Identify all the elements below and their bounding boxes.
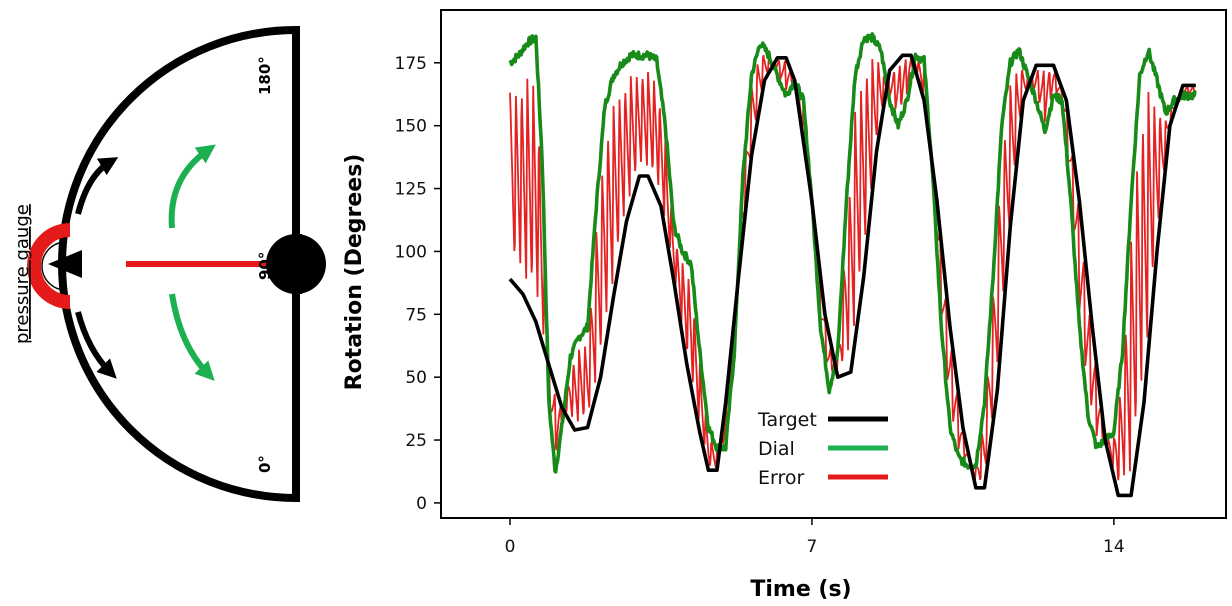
legend: Target Dial Error	[757, 409, 888, 489]
gauge-label-180: 180°	[256, 56, 274, 95]
y-tick-label: 50	[405, 368, 427, 388]
legend-label-dial: Dial	[758, 438, 795, 460]
gauge-outline	[58, 25, 300, 503]
y-tick-label: 175	[395, 54, 427, 74]
y-axis-title: Rotation (Degrees)	[342, 154, 367, 391]
y-tick-label: 75	[405, 305, 427, 325]
y-tick-label: 100	[395, 242, 427, 262]
series-line-target	[508, 53, 1196, 498]
y-tick-label: 0	[416, 494, 427, 514]
arrow-down-black-icon	[75, 311, 117, 379]
pressure-gauge-illustration: 180° 90° 0° pressure gauge	[12, 25, 326, 503]
gauge-label-90: 90°	[256, 252, 274, 280]
x-tick-label: 0	[505, 537, 516, 557]
x-tick-label: 14	[1103, 537, 1125, 557]
x-axis-title: Time (s)	[750, 577, 851, 602]
series-line-dial	[508, 32, 1197, 474]
danger-zone-inner-arc	[41, 241, 67, 291]
arrow-up-green-icon	[168, 144, 216, 229]
arrow-down-green-icon	[169, 293, 215, 381]
gauge-label-0: 0°	[256, 455, 274, 473]
series-layer	[508, 32, 1197, 498]
y-tick-label: 125	[395, 180, 427, 200]
legend-label-target: Target	[757, 409, 817, 431]
series-line-error	[509, 55, 1197, 482]
y-tick-label: 150	[395, 117, 427, 137]
ticks-layer: 0 25 50 75 100 125 150 175 0 7 14	[395, 54, 1125, 557]
x-tick-label: 7	[807, 537, 818, 557]
gauge-side-label: pressure gauge	[12, 204, 33, 344]
plot-frame	[440, 9, 1227, 519]
pointer-triangle	[48, 250, 82, 278]
legend-label-error: Error	[758, 467, 805, 489]
arrow-up-black-icon	[75, 157, 119, 215]
y-tick-label: 25	[405, 431, 427, 451]
danger-zone	[27, 223, 71, 309]
